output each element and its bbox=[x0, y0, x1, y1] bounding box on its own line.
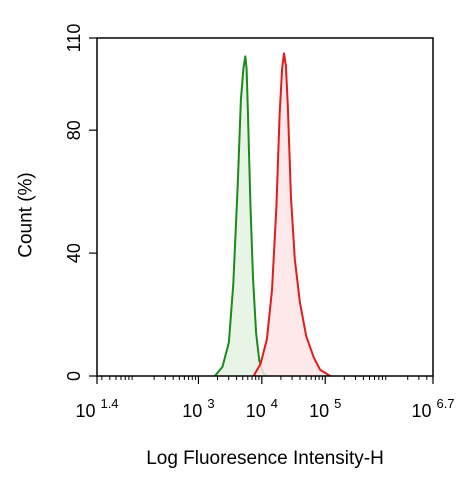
y-ticks bbox=[89, 37, 97, 377]
plot-frame bbox=[96, 37, 434, 377]
x-minor-ticks bbox=[101, 376, 434, 380]
x-major-ticks bbox=[96, 376, 434, 384]
x-tick-label: 10 4 bbox=[246, 396, 278, 421]
x-tick-exponent: 5 bbox=[334, 396, 341, 411]
x-tick-label: 10 1.4 bbox=[75, 396, 118, 421]
x-tick-exponent: 1.4 bbox=[100, 396, 118, 411]
y-tick-label: 80 bbox=[64, 120, 84, 140]
x-tick-labels: 10 1.4 10 3 10 4 10 5 10 6.7 bbox=[75, 396, 454, 421]
x-tick-base: 10 bbox=[246, 401, 271, 421]
x-axis-title: Log Fluoresence Intensity-H bbox=[146, 448, 384, 469]
x-tick-base: 10 bbox=[309, 401, 334, 421]
y-tick-label: 40 bbox=[64, 243, 84, 263]
series-2-line bbox=[252, 52, 331, 377]
y-tick-label: 0 bbox=[64, 371, 84, 381]
x-tick-exponent: 6.7 bbox=[436, 396, 454, 411]
x-tick-label: 10 3 bbox=[182, 396, 214, 421]
x-tick-exponent: 4 bbox=[271, 396, 278, 411]
x-tick-exponent: 3 bbox=[207, 396, 214, 411]
y-tick-label: 110 bbox=[64, 24, 84, 53]
x-tick-label: 10 6.7 bbox=[411, 396, 454, 421]
series-1-line bbox=[214, 55, 268, 377]
y-tick-labels: 0 40 80 110 bbox=[64, 24, 84, 381]
series-layer bbox=[214, 52, 331, 377]
x-tick-base: 10 bbox=[411, 401, 436, 421]
x-tick-label: 10 5 bbox=[309, 396, 341, 421]
y-axis-title: Count (%) bbox=[16, 172, 37, 258]
x-tick-base: 10 bbox=[182, 401, 207, 421]
x-tick-base: 10 bbox=[75, 401, 100, 421]
